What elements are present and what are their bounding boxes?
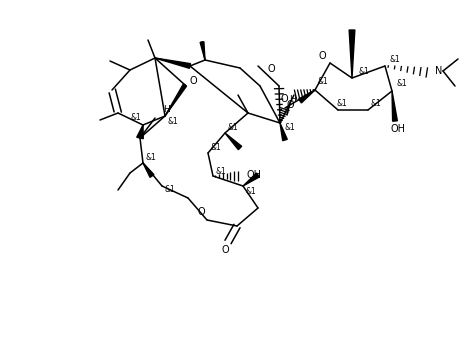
Polygon shape [298,90,315,103]
Text: &1: &1 [397,79,407,89]
Text: O: O [221,245,229,255]
Text: OH: OH [390,124,406,134]
Text: &1: &1 [168,117,178,125]
Text: &1: &1 [216,167,227,175]
Text: O: O [267,64,275,74]
Text: O: O [286,100,294,110]
Text: &1: &1 [390,54,400,64]
Polygon shape [349,30,355,78]
Text: &1: &1 [337,98,347,107]
Text: O: O [280,94,288,104]
Text: &1: &1 [165,186,175,194]
Polygon shape [243,173,259,186]
Polygon shape [225,133,242,150]
Polygon shape [143,163,154,177]
Text: O: O [318,51,326,61]
Polygon shape [155,58,190,68]
Text: H: H [164,105,170,115]
Text: &1: &1 [130,114,141,122]
Polygon shape [280,123,288,141]
Text: N: N [435,66,442,76]
Text: &1: &1 [210,144,221,152]
Text: OH: OH [247,170,261,180]
Text: O: O [197,207,205,217]
Text: &1: &1 [371,98,381,107]
Polygon shape [137,125,143,139]
Text: &1: &1 [358,68,369,76]
Polygon shape [165,84,187,116]
Text: O: O [189,76,197,86]
Text: &1: &1 [285,123,296,132]
Text: &1: &1 [246,187,257,195]
Text: &1: &1 [228,123,238,132]
Text: &1: &1 [317,77,328,87]
Polygon shape [200,42,205,60]
Text: &1: &1 [146,153,157,163]
Polygon shape [392,91,397,121]
Text: H: H [288,96,296,104]
